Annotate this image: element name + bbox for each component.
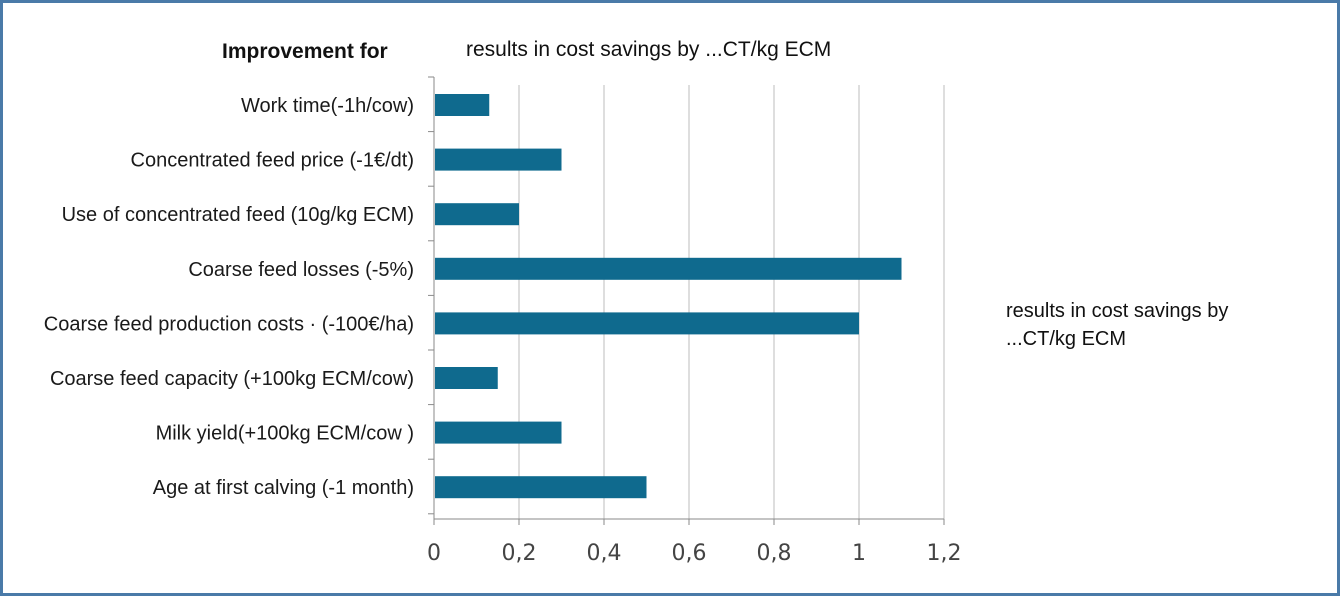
bar-6 [435, 421, 562, 444]
side-note-line-2: ...CT/kg ECM [1006, 328, 1127, 350]
category-label-1: Concentrated feed price (-1€/dt) [131, 150, 415, 172]
category-label-0: Work time(-1h/cow) [241, 95, 414, 117]
bar-0 [435, 94, 490, 116]
category-label-5: Coarse feed capacity (+100kg ECM/cow) [50, 368, 414, 390]
bar-5 [435, 367, 498, 389]
x-tick-label-0: 0 [427, 541, 441, 566]
x-tick-label-4: 0,8 [757, 541, 792, 566]
bar-7 [435, 476, 647, 499]
x-tick-label-1: 0,2 [502, 541, 537, 566]
category-header: Improvement for [222, 40, 388, 63]
x-tick-label-2: 0,4 [587, 541, 622, 566]
x-tick-label-3: 0,6 [672, 541, 707, 566]
chart-title: results in cost savings by ...CT/kg ECM [466, 38, 832, 61]
bar-1 [435, 148, 562, 171]
bar-4 [435, 312, 859, 335]
category-label-2: Use of concentrated feed (10g/kg ECM) [62, 204, 414, 226]
x-tick-label-5: 1 [852, 541, 866, 566]
category-label-4: Coarse feed production costs · (-100€/ha… [44, 313, 414, 335]
side-note: results in cost savings by ...CT/kg ECM [1006, 297, 1306, 353]
category-label-7: Age at first calving (-1 month) [153, 477, 414, 499]
bar-2 [435, 203, 519, 226]
side-note-line-1: results in cost savings by [1006, 300, 1229, 322]
x-tick-label-6: 1,2 [927, 541, 962, 566]
bar-3 [435, 257, 902, 280]
category-label-6: Milk yield(+100kg ECM/cow ) [156, 423, 414, 445]
category-label-3: Coarse feed losses (-5%) [188, 259, 414, 281]
